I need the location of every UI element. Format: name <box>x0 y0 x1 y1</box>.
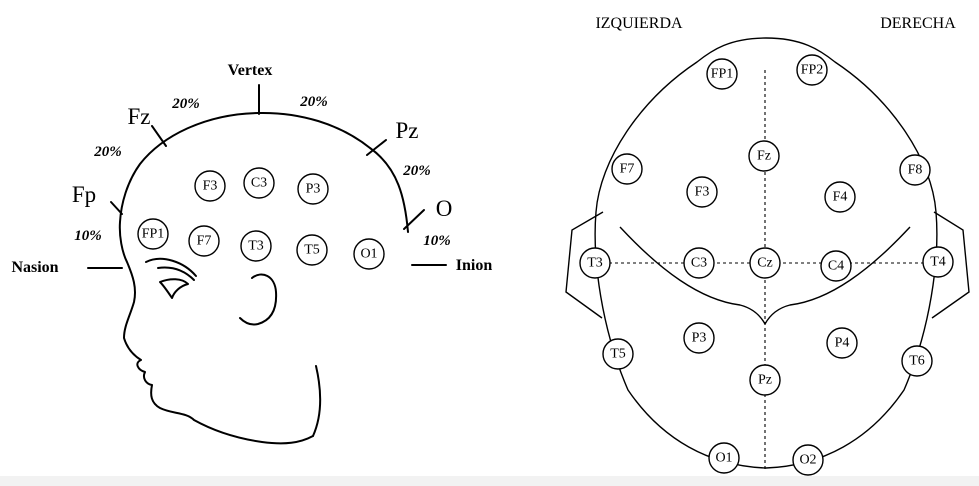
electrode-side-f7: F7 <box>188 225 220 257</box>
electrode-side-c3: C3 <box>243 167 275 199</box>
pct-o-inion: 10% <box>423 233 451 249</box>
eye <box>159 278 189 299</box>
electrode-top-c3: C3 <box>683 247 715 279</box>
electrode-top-f7: F7 <box>611 153 643 185</box>
electrode-top-f4: F4 <box>824 181 856 213</box>
electrode-top-p4: P4 <box>826 327 858 359</box>
svg-text:T5: T5 <box>304 243 320 258</box>
electrode-top-c4: C4 <box>820 250 852 282</box>
svg-text:T5: T5 <box>610 347 626 362</box>
svg-text:P4: P4 <box>835 336 850 351</box>
label-izquierda: IZQUIERDA <box>595 15 683 32</box>
svg-text:FP1: FP1 <box>142 227 165 242</box>
bottom-strip <box>0 476 979 486</box>
svg-text:Cz: Cz <box>757 256 773 271</box>
svg-text:T4: T4 <box>930 255 946 270</box>
electrode-top-o1: O1 <box>708 442 740 474</box>
electrode-top-f8: F8 <box>899 154 931 186</box>
label-nasion: Nasion <box>11 259 58 276</box>
label-derecha: DERECHA <box>880 15 956 32</box>
label-inion: Inion <box>456 257 493 274</box>
pct-nasion-fp: 10% <box>74 228 102 244</box>
tick-fp <box>110 201 123 215</box>
pct-fp-fz: 20% <box>93 144 122 160</box>
electrode-top-t4: T4 <box>922 246 954 278</box>
top-view-head: IZQUIERDA DERECHA FP1 FP2 Fz F7 <box>565 15 970 476</box>
svg-text:F3: F3 <box>203 179 218 194</box>
electrode-top-fp2: FP2 <box>796 54 828 86</box>
electrode-top-pz: Pz <box>749 364 781 396</box>
svg-text:T6: T6 <box>909 354 925 369</box>
label-fz: Fz <box>128 104 151 129</box>
label-o: O <box>436 196 453 221</box>
svg-text:F8: F8 <box>908 163 923 178</box>
svg-text:Pz: Pz <box>758 373 772 388</box>
neck-line <box>312 365 322 437</box>
pct-fz-vertex: 20% <box>171 96 200 112</box>
right-temporal-arc <box>764 226 911 325</box>
svg-text:T3: T3 <box>587 256 603 271</box>
ear <box>239 273 278 326</box>
svg-text:O2: O2 <box>799 453 816 468</box>
label-vertex: Vertex <box>228 62 273 79</box>
electrode-top-t3: T3 <box>579 247 611 279</box>
svg-text:P3: P3 <box>306 182 321 197</box>
svg-text:FP2: FP2 <box>801 63 824 78</box>
pct-pz-o: 20% <box>402 163 431 179</box>
svg-text:F7: F7 <box>197 234 212 249</box>
diagram-canvas: Vertex Fz Pz Fp O Nasion Inion 20% 20% 2… <box>11 15 970 476</box>
right-ear <box>931 211 970 319</box>
electrode-top-fz: Fz <box>748 140 780 172</box>
electrode-top-t5: T5 <box>602 338 634 370</box>
tick-fz <box>151 125 167 147</box>
svg-text:F4: F4 <box>833 190 848 205</box>
electrode-top-p3: P3 <box>683 322 715 354</box>
electrode-top-o2: O2 <box>792 444 824 476</box>
tick-pz <box>366 139 387 156</box>
svg-text:P3: P3 <box>692 331 707 346</box>
side-view-head: Vertex Fz Pz Fp O Nasion Inion 20% 20% 2… <box>11 62 493 445</box>
svg-text:O1: O1 <box>360 247 377 262</box>
svg-text:C3: C3 <box>251 176 267 191</box>
electrode-side-o1: O1 <box>353 238 385 270</box>
tick-o <box>403 209 425 230</box>
pct-vertex-pz: 20% <box>299 94 328 110</box>
svg-text:T3: T3 <box>248 239 264 254</box>
electrode-side-p3: P3 <box>297 173 329 205</box>
svg-text:C4: C4 <box>828 259 844 274</box>
svg-text:O1: O1 <box>715 451 732 466</box>
svg-text:Fz: Fz <box>757 149 771 164</box>
svg-text:C3: C3 <box>691 256 707 271</box>
electrode-side-t5: T5 <box>296 234 328 266</box>
top-head-outline <box>594 37 938 469</box>
label-fp: Fp <box>72 182 96 207</box>
left-temporal-arc <box>619 226 766 325</box>
electrode-side-fp1: FP1 <box>137 218 169 250</box>
electrode-top-t6: T6 <box>901 345 933 377</box>
head-outline <box>118 111 409 445</box>
eyebrow <box>145 257 197 277</box>
electrode-top-cz: Cz <box>749 247 781 279</box>
electrode-side-t3: T3 <box>240 230 272 262</box>
eye-upper <box>157 266 195 281</box>
electrode-top-fp1: FP1 <box>706 58 738 90</box>
left-ear <box>565 211 604 319</box>
electrode-side-f3: F3 <box>194 170 226 202</box>
label-pz: Pz <box>396 118 419 143</box>
svg-text:F3: F3 <box>695 185 710 200</box>
svg-text:F7: F7 <box>620 162 635 177</box>
svg-text:FP1: FP1 <box>711 67 734 82</box>
electrode-top-f3: F3 <box>686 176 718 208</box>
